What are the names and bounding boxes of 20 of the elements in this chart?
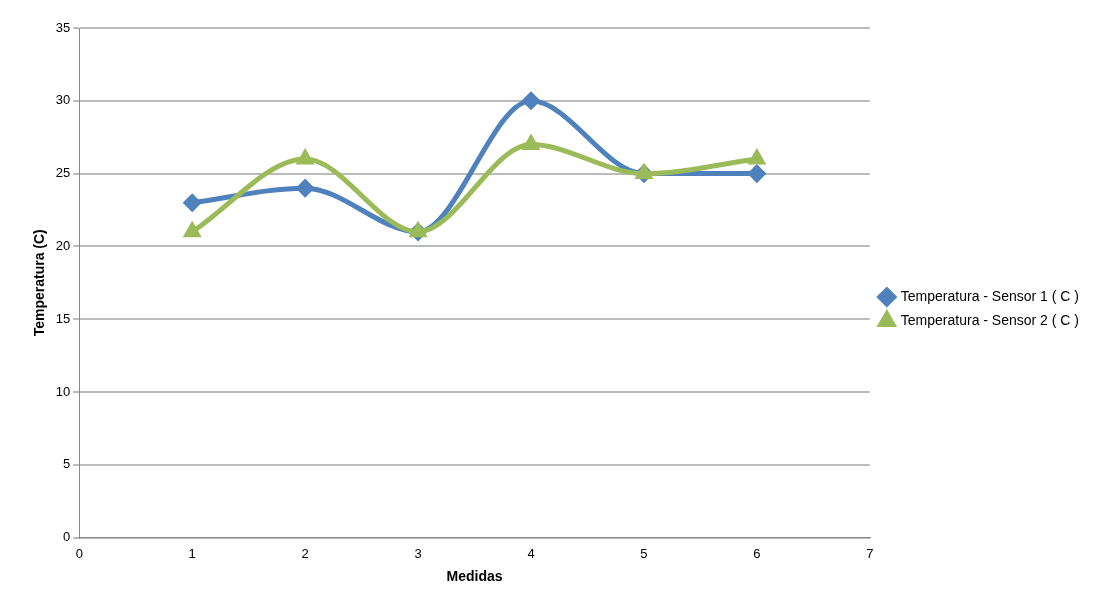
x-tick-label: 3 — [414, 545, 422, 561]
x-tick-label: 5 — [640, 545, 648, 561]
y-tick-label: 30 — [55, 92, 71, 108]
x-tick-label: 7 — [866, 545, 874, 561]
y-tick-label: 20 — [55, 237, 71, 253]
y-tick-label: 0 — [63, 529, 71, 545]
legend-label: Temperatura - Sensor 1 ( C ) — [900, 287, 1079, 304]
y-tick-label: 15 — [55, 310, 71, 326]
y-tick-label: 5 — [63, 456, 71, 472]
legend-label: Temperatura - Sensor 2 ( C ) — [900, 311, 1079, 328]
y-tick-label: 25 — [55, 165, 71, 181]
y-axis-title: Temperatura (C) — [31, 229, 48, 337]
x-tick-label: 6 — [753, 545, 761, 561]
y-tick-label: 10 — [55, 383, 71, 399]
x-tick-label: 4 — [527, 545, 535, 561]
x-tick-label: 2 — [301, 545, 309, 561]
y-tick-label: 35 — [55, 19, 71, 35]
x-tick-label: 0 — [75, 545, 83, 561]
x-axis-title: Medidas — [446, 568, 503, 585]
x-tick-label: 1 — [188, 545, 196, 561]
